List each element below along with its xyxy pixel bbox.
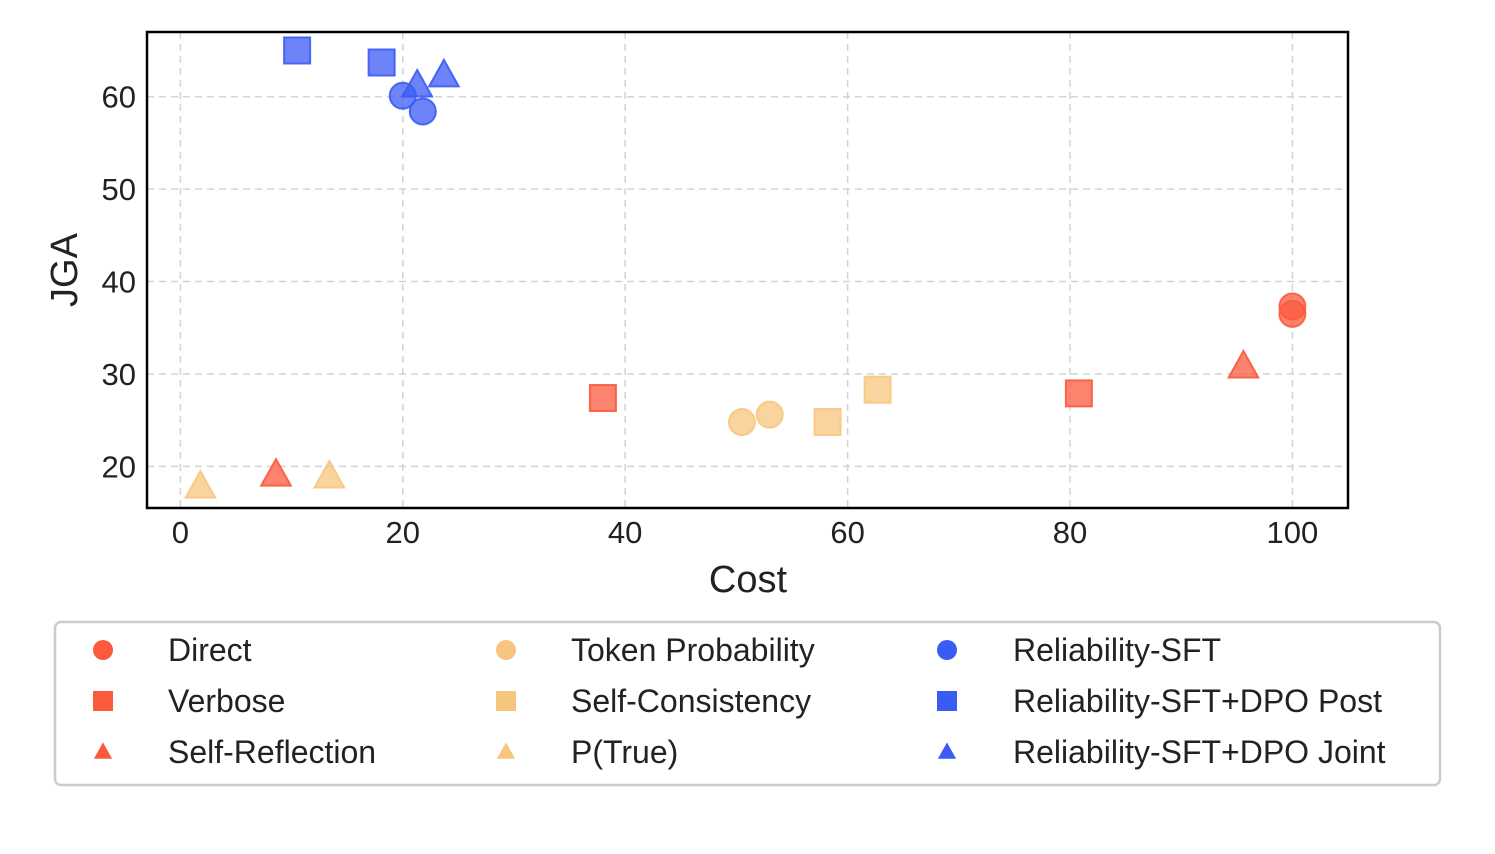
data-point-reliability-sft: [408, 97, 437, 126]
legend: Direct Verbose Self-Reflection Token Probab…: [53, 620, 1442, 787]
x-tick-label: 0: [172, 515, 189, 550]
legend-item-direct: Direct: [93, 632, 252, 668]
y-axis-label: JGA: [44, 232, 86, 307]
legend-label: Reliability-SFT: [1013, 632, 1221, 668]
data-point-self-consistency: [863, 375, 892, 404]
legend-item-token-probability: Token Probability: [496, 632, 815, 668]
legend-label: P(True): [571, 734, 678, 770]
x-tick-label: 80: [1053, 515, 1087, 550]
legend-marker-triangle-icon: [93, 742, 113, 759]
data-point-self-consistency: [813, 408, 842, 437]
data-point-reliability-sft-dpo-joint: [427, 57, 461, 88]
y-tick-label: 20: [102, 449, 136, 484]
legend-marker-circle-icon: [496, 640, 516, 660]
data-point-token-probability: [755, 400, 784, 429]
data-point-reliability-sft-dpo-joint: [400, 67, 434, 98]
legend-marker-circle-icon: [937, 640, 957, 660]
legend-marker-triangle-icon: [496, 742, 516, 759]
data-point-p-true: [312, 458, 346, 489]
y-tick-label: 60: [102, 80, 136, 115]
x-tick-label: 60: [830, 515, 864, 550]
legend-label: Reliability-SFT+DPO Joint: [1013, 734, 1386, 770]
y-axis-ticks: 20 30 40 50 60: [102, 80, 136, 485]
legend-item-self-reflection: Self-Reflection: [93, 734, 376, 770]
data-point-direct: [1278, 299, 1307, 328]
data-points: [183, 36, 1307, 499]
data-point-verbose: [1064, 379, 1093, 408]
data-point-self-reflection: [1226, 348, 1260, 379]
data-point-self-reflection: [259, 457, 293, 487]
legend-label: Self-Consistency: [571, 683, 811, 719]
x-axis-ticks: 0 20 40 60 80 100: [172, 515, 1319, 550]
y-tick-label: 40: [102, 265, 136, 300]
data-point-verbose: [588, 384, 617, 413]
x-tick-label: 100: [1267, 515, 1319, 550]
legend-marker-circle-icon: [93, 640, 113, 660]
x-tick-label: 40: [608, 515, 642, 550]
y-tick-label: 50: [102, 172, 136, 207]
data-point-p-true: [183, 469, 217, 499]
x-tick-label: 20: [386, 515, 420, 550]
legend-label: Reliability-SFT+DPO Post: [1013, 683, 1382, 719]
legend-item-reliability-sft: Reliability-SFT: [937, 632, 1221, 668]
legend-item-self-consistency: Self-Consistency: [496, 683, 811, 719]
x-axis-label: Cost: [709, 559, 788, 601]
legend-item-reliability-sft-dpo-post: Reliability-SFT+DPO Post: [937, 683, 1382, 719]
legend-marker-square-icon: [937, 691, 957, 711]
legend-label: Verbose: [168, 683, 285, 719]
legend-marker-square-icon: [93, 691, 113, 711]
plot-frame: [145, 30, 1350, 510]
legend-item-reliability-sft-dpo-joint: Reliability-SFT+DPO Joint: [937, 734, 1386, 770]
legend-marker-triangle-icon: [937, 742, 957, 759]
y-tick-label: 30: [102, 357, 136, 392]
data-point-reliability-sft-dpo-post: [283, 36, 312, 65]
grid: [147, 32, 1348, 508]
legend-label: Direct: [168, 632, 252, 668]
legend-label: Token Probability: [571, 632, 815, 668]
legend-item-verbose: Verbose: [93, 683, 285, 719]
data-point-token-probability: [727, 408, 756, 437]
legend-marker-square-icon: [496, 691, 516, 711]
legend-item-p-true: P(True): [496, 734, 678, 770]
data-point-reliability-sft-dpo-post: [367, 48, 396, 77]
legend-label: Self-Reflection: [168, 734, 376, 770]
legend-box: [53, 620, 1442, 787]
